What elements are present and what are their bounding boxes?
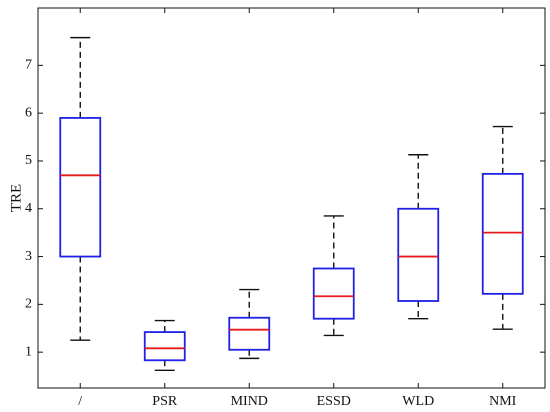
y-tick-label: 3 [25, 249, 32, 264]
x-tick-label: PSR [152, 394, 178, 409]
box-group [481, 125, 524, 330]
box-group [397, 154, 440, 320]
x-tick-label: NMI [489, 394, 517, 409]
x-tick-label: / [78, 394, 82, 409]
y-tick-label: 6 [25, 105, 32, 120]
box-iqr [312, 267, 355, 320]
y-tick-label: 7 [25, 58, 32, 73]
y-tick-label: 2 [25, 297, 32, 312]
x-tick-label: WLD [402, 394, 434, 409]
box-group [143, 319, 186, 372]
y-tick-label: 5 [25, 153, 32, 168]
box-iqr [59, 117, 102, 258]
box-group [312, 215, 355, 337]
boxes-layer [59, 36, 524, 372]
x-tick-label: MIND [231, 394, 268, 409]
plot-frame [37, 7, 546, 389]
box-iqr [397, 207, 440, 302]
box-group [59, 36, 102, 341]
box-group [228, 288, 271, 360]
x-tick-label: ESSD [317, 394, 351, 409]
box-iqr [228, 316, 271, 351]
box-iqr [481, 172, 524, 295]
ticks-layer: 1 2 3 4 5 6 7 / PSR MIND ESSD WLD NMI [25, 8, 545, 409]
y-tick-label: 4 [25, 201, 32, 216]
y-axis-title: TRE [8, 184, 24, 212]
y-tick-label: 1 [25, 344, 32, 359]
box-iqr [143, 331, 186, 362]
